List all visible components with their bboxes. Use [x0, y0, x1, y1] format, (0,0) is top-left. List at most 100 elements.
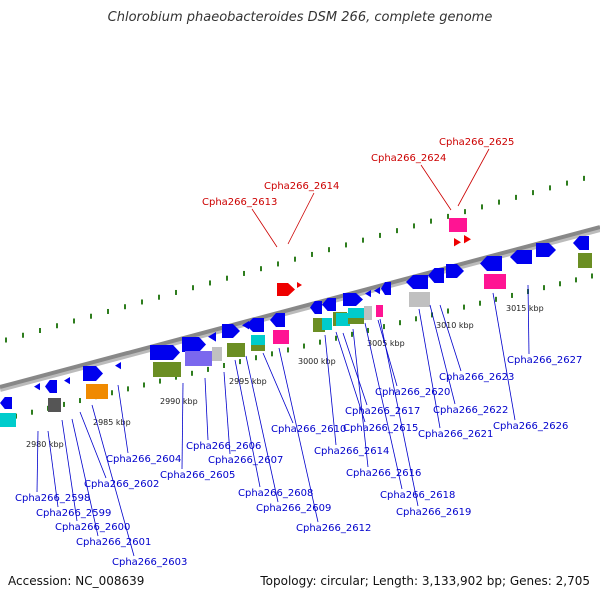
gene-label-Cpha266_2624[interactable]: Cpha266_2624 — [371, 153, 446, 164]
gene-label-Cpha266_2612[interactable]: Cpha266_2612 — [296, 523, 371, 534]
gene-box[interactable] — [273, 330, 289, 344]
scale-label: 2980 kbp — [26, 440, 64, 449]
gene-label-Cpha266_2604[interactable]: Cpha266_2604 — [106, 454, 181, 465]
gene-box[interactable] — [336, 313, 350, 326]
leader-line — [36, 430, 39, 493]
gene-arrow[interactable] — [428, 268, 444, 283]
gene-label-Cpha266_2614[interactable]: Cpha266_2614 — [314, 446, 389, 457]
leader-line — [278, 347, 319, 523]
gene-arrow[interactable] — [322, 298, 336, 311]
gene-arrow[interactable] — [343, 293, 363, 306]
gene-label-Cpha266_2603[interactable]: Cpha266_2603 — [112, 557, 187, 568]
gene-arrow[interactable] — [310, 301, 322, 314]
gene-box[interactable] — [212, 347, 222, 361]
leader-line — [251, 208, 278, 248]
leader-line — [324, 334, 337, 446]
gene-arrow[interactable] — [406, 275, 428, 289]
gene-label-Cpha266_2621[interactable]: Cpha266_2621 — [418, 429, 493, 440]
gene-box[interactable] — [251, 345, 265, 351]
gene-label-Cpha266_2622[interactable]: Cpha266_2622 — [433, 405, 508, 416]
gene-box-Cpha266_2626[interactable] — [460, 220, 467, 232]
gene-label-Cpha266_2598[interactable]: Cpha266_2598 — [15, 493, 90, 504]
gene-label-Cpha266_2616[interactable]: Cpha266_2616 — [346, 468, 421, 479]
gene-box[interactable] — [0, 413, 16, 427]
gene-label-Cpha266_2626[interactable]: Cpha266_2626 — [493, 421, 568, 432]
gene-box[interactable] — [364, 306, 372, 320]
gene-label-Cpha266_2615[interactable]: Cpha266_2615 — [343, 423, 418, 434]
gene-box[interactable] — [48, 398, 61, 412]
scale-label: 2990 kbp — [160, 397, 198, 406]
gene-arrow[interactable] — [381, 282, 391, 295]
gene-arrow[interactable] — [208, 332, 216, 342]
gene-label-Cpha266_2620[interactable]: Cpha266_2620 — [375, 387, 450, 398]
gene-arrow[interactable] — [0, 397, 12, 409]
gene-arrow[interactable] — [374, 287, 380, 295]
gene-label-Cpha266_2607[interactable]: Cpha266_2607 — [208, 455, 283, 466]
gene-label-Cpha266_2618[interactable]: Cpha266_2618 — [380, 490, 455, 501]
gene-box[interactable] — [322, 318, 332, 330]
gene-label-Cpha266_2614[interactable]: Cpha266_2614 — [264, 181, 339, 192]
gene-label-Cpha266_2617[interactable]: Cpha266_2617 — [345, 406, 420, 417]
gene-arrow[interactable] — [446, 264, 464, 278]
leader-line — [418, 308, 441, 429]
leader-line — [223, 371, 231, 455]
gene-arrow[interactable] — [150, 345, 180, 360]
gene-arrow[interactable] — [182, 337, 206, 352]
gene-box[interactable] — [348, 308, 364, 318]
gene-arrow-Cpha266_2614[interactable] — [297, 282, 302, 288]
gene-label-Cpha266_2625[interactable]: Cpha266_2625 — [439, 137, 514, 148]
gene-label-Cpha266_2608[interactable]: Cpha266_2608 — [238, 488, 313, 499]
gene-label-Cpha266_2619[interactable]: Cpha266_2619 — [396, 507, 471, 518]
leader-line — [91, 404, 135, 557]
gene-arrow[interactable] — [510, 250, 532, 264]
leader-line — [352, 328, 369, 468]
gene-box[interactable] — [578, 253, 592, 268]
gene-label-Cpha266_2613[interactable]: Cpha266_2613 — [202, 197, 277, 208]
gene-label-Cpha266_2627[interactable]: Cpha266_2627 — [507, 355, 582, 366]
gene-arrow[interactable] — [480, 256, 502, 271]
gene-label-Cpha266_2599[interactable]: Cpha266_2599 — [36, 508, 111, 519]
gene-box[interactable] — [185, 351, 212, 366]
gene-arrow[interactable] — [83, 366, 103, 381]
gene-box[interactable] — [251, 335, 265, 345]
leader-line — [377, 319, 398, 387]
gene-box[interactable] — [153, 362, 181, 377]
gene-label-Cpha266_2610[interactable]: Cpha266_2610 — [271, 424, 346, 435]
gene-arrow[interactable] — [246, 318, 264, 332]
leader-line — [364, 322, 403, 490]
gene-box[interactable] — [409, 292, 430, 307]
gene-box[interactable] — [376, 305, 383, 317]
gene-box[interactable] — [348, 318, 364, 324]
leader-line — [342, 332, 368, 406]
gene-arrow[interactable] — [573, 236, 589, 250]
gene-label-Cpha266_2600[interactable]: Cpha266_2600 — [55, 522, 130, 533]
gene-label-Cpha266_2602[interactable]: Cpha266_2602 — [84, 479, 159, 490]
gene-box[interactable] — [86, 384, 108, 399]
gene-arrow[interactable] — [34, 383, 40, 391]
leader-line — [420, 164, 452, 211]
gene-label-Cpha266_2605[interactable]: Cpha266_2605 — [160, 470, 235, 481]
gene-arrow-Cpha266_2613[interactable] — [277, 283, 295, 296]
gene-label-Cpha266_2623[interactable]: Cpha266_2623 — [439, 372, 514, 383]
gene-arrow[interactable] — [454, 238, 461, 247]
gene-arrow[interactable] — [464, 235, 471, 244]
gene-label-Cpha266_2609[interactable]: Cpha266_2609 — [256, 503, 331, 514]
gene-arrow[interactable] — [270, 313, 285, 327]
gene-arrow[interactable] — [45, 380, 57, 393]
gene-arrow[interactable] — [536, 243, 556, 257]
gene-arrow[interactable] — [115, 362, 121, 370]
leader-line — [71, 418, 99, 537]
gene-arrow[interactable] — [365, 290, 371, 298]
gene-arrow[interactable] — [64, 377, 70, 385]
gene-box[interactable] — [227, 343, 245, 357]
leader-line — [335, 331, 366, 423]
genome-backbone — [0, 225, 600, 389]
gene-label-Cpha266_2606[interactable]: Cpha266_2606 — [186, 441, 261, 452]
gene-arrow[interactable] — [222, 324, 240, 338]
gene-label-Cpha266_2601[interactable]: Cpha266_2601 — [76, 537, 151, 548]
accession-label: Accession: NC_008639 — [8, 574, 145, 588]
leader-line — [181, 382, 184, 470]
gene-arrow[interactable] — [242, 321, 249, 330]
gene-box[interactable] — [484, 274, 506, 289]
